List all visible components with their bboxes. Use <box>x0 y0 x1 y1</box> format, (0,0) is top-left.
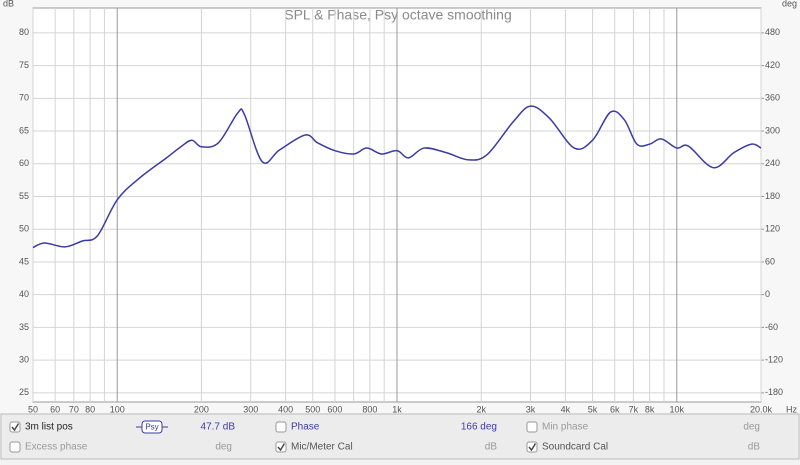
x-tick-label: 60 <box>50 404 60 414</box>
checkbox[interactable] <box>275 421 287 433</box>
y-tick-label: 80 <box>19 27 29 37</box>
x-tick-label: 10k <box>670 404 685 414</box>
checkmark <box>277 443 286 452</box>
y-tick-label: 50 <box>19 224 29 234</box>
smoothing-label[interactable]: Psy <box>145 423 158 432</box>
item-unit: deg <box>215 442 232 453</box>
y2-tick-label: 480 <box>765 27 780 37</box>
y-tick-label: 45 <box>19 256 29 266</box>
spl-curve <box>32 105 762 249</box>
y-tick-label: 65 <box>19 125 29 135</box>
item-value: 166 deg <box>461 422 497 433</box>
chart-title: SPL & Phase, Psy octave smoothing <box>284 7 512 23</box>
y-tick-label: 75 <box>19 60 29 70</box>
checkmark <box>528 443 537 452</box>
x-tick-label: 4k <box>561 404 571 414</box>
item-label[interactable]: Phase <box>291 422 320 433</box>
y2-tick-label: 120 <box>765 224 780 234</box>
y-tick-label: 35 <box>19 322 29 332</box>
y-unit: dB <box>3 0 14 8</box>
y-tick-label: 40 <box>19 289 29 299</box>
x-unit: Hz <box>786 404 797 414</box>
x-tick-label: 80 <box>85 404 95 414</box>
x-tick-label: 2k <box>476 404 486 414</box>
y2-tick-label: 420 <box>765 60 780 70</box>
x-tick-label: 300 <box>243 404 258 414</box>
y-tick-label: 30 <box>19 354 29 364</box>
y2-tick-label: 360 <box>765 93 780 103</box>
x-tick-label: 20.0k <box>750 404 773 414</box>
item-label[interactable]: Mic/Meter Cal <box>291 442 353 453</box>
item-label[interactable]: Soundcard Cal <box>542 442 608 453</box>
checkbox[interactable] <box>9 441 21 453</box>
x-tick-label: 800 <box>362 404 377 414</box>
item-unit: dB <box>485 442 498 453</box>
y2-tick-label: 180 <box>765 191 780 201</box>
item-unit: deg <box>743 422 760 433</box>
y2-tick-label: -180 <box>765 387 783 397</box>
x-tick-label: 200 <box>194 404 209 414</box>
legend-panel <box>0 413 800 460</box>
x-tick-label: 400 <box>278 404 293 414</box>
series-name[interactable]: 3m list pos <box>25 422 73 433</box>
y2-tick-label: 60 <box>765 256 775 266</box>
x-tick-label: 7k <box>629 404 639 414</box>
x-tick-label: 8k <box>645 404 655 414</box>
x-tick-label: 70 <box>69 404 79 414</box>
x-tick-label: 50 <box>28 404 38 414</box>
y-tick-label: 60 <box>19 158 29 168</box>
item-unit: dB <box>748 442 761 453</box>
item-label[interactable]: Excess phase <box>25 442 88 453</box>
checkbox[interactable] <box>526 421 538 433</box>
y-tick-label: 25 <box>19 387 29 397</box>
item-label[interactable]: Min phase <box>542 422 589 433</box>
x-tick-label: 500 <box>305 404 320 414</box>
smoothing-badge[interactable] <box>141 420 163 434</box>
x-tick-label: 100 <box>110 404 125 414</box>
y2-tick-label: -60 <box>765 322 778 332</box>
y2-unit: deg <box>782 0 797 8</box>
x-tick-label: 6k <box>610 404 620 414</box>
x-tick-label: 600 <box>327 404 342 414</box>
x-tick-label: 1k <box>392 404 402 414</box>
y2-tick-label: 0 <box>765 289 770 299</box>
checkmark <box>11 423 20 432</box>
y2-tick-label: 240 <box>765 158 780 168</box>
x-tick-label: 3k <box>526 404 536 414</box>
y-tick-label: 70 <box>19 93 29 103</box>
y2-tick-label: 300 <box>765 125 780 135</box>
x-tick-label: 5k <box>588 404 598 414</box>
y2-tick-label: -120 <box>765 354 783 364</box>
y-tick-label: 55 <box>19 191 29 201</box>
readout: 47.7 dB <box>201 422 236 433</box>
